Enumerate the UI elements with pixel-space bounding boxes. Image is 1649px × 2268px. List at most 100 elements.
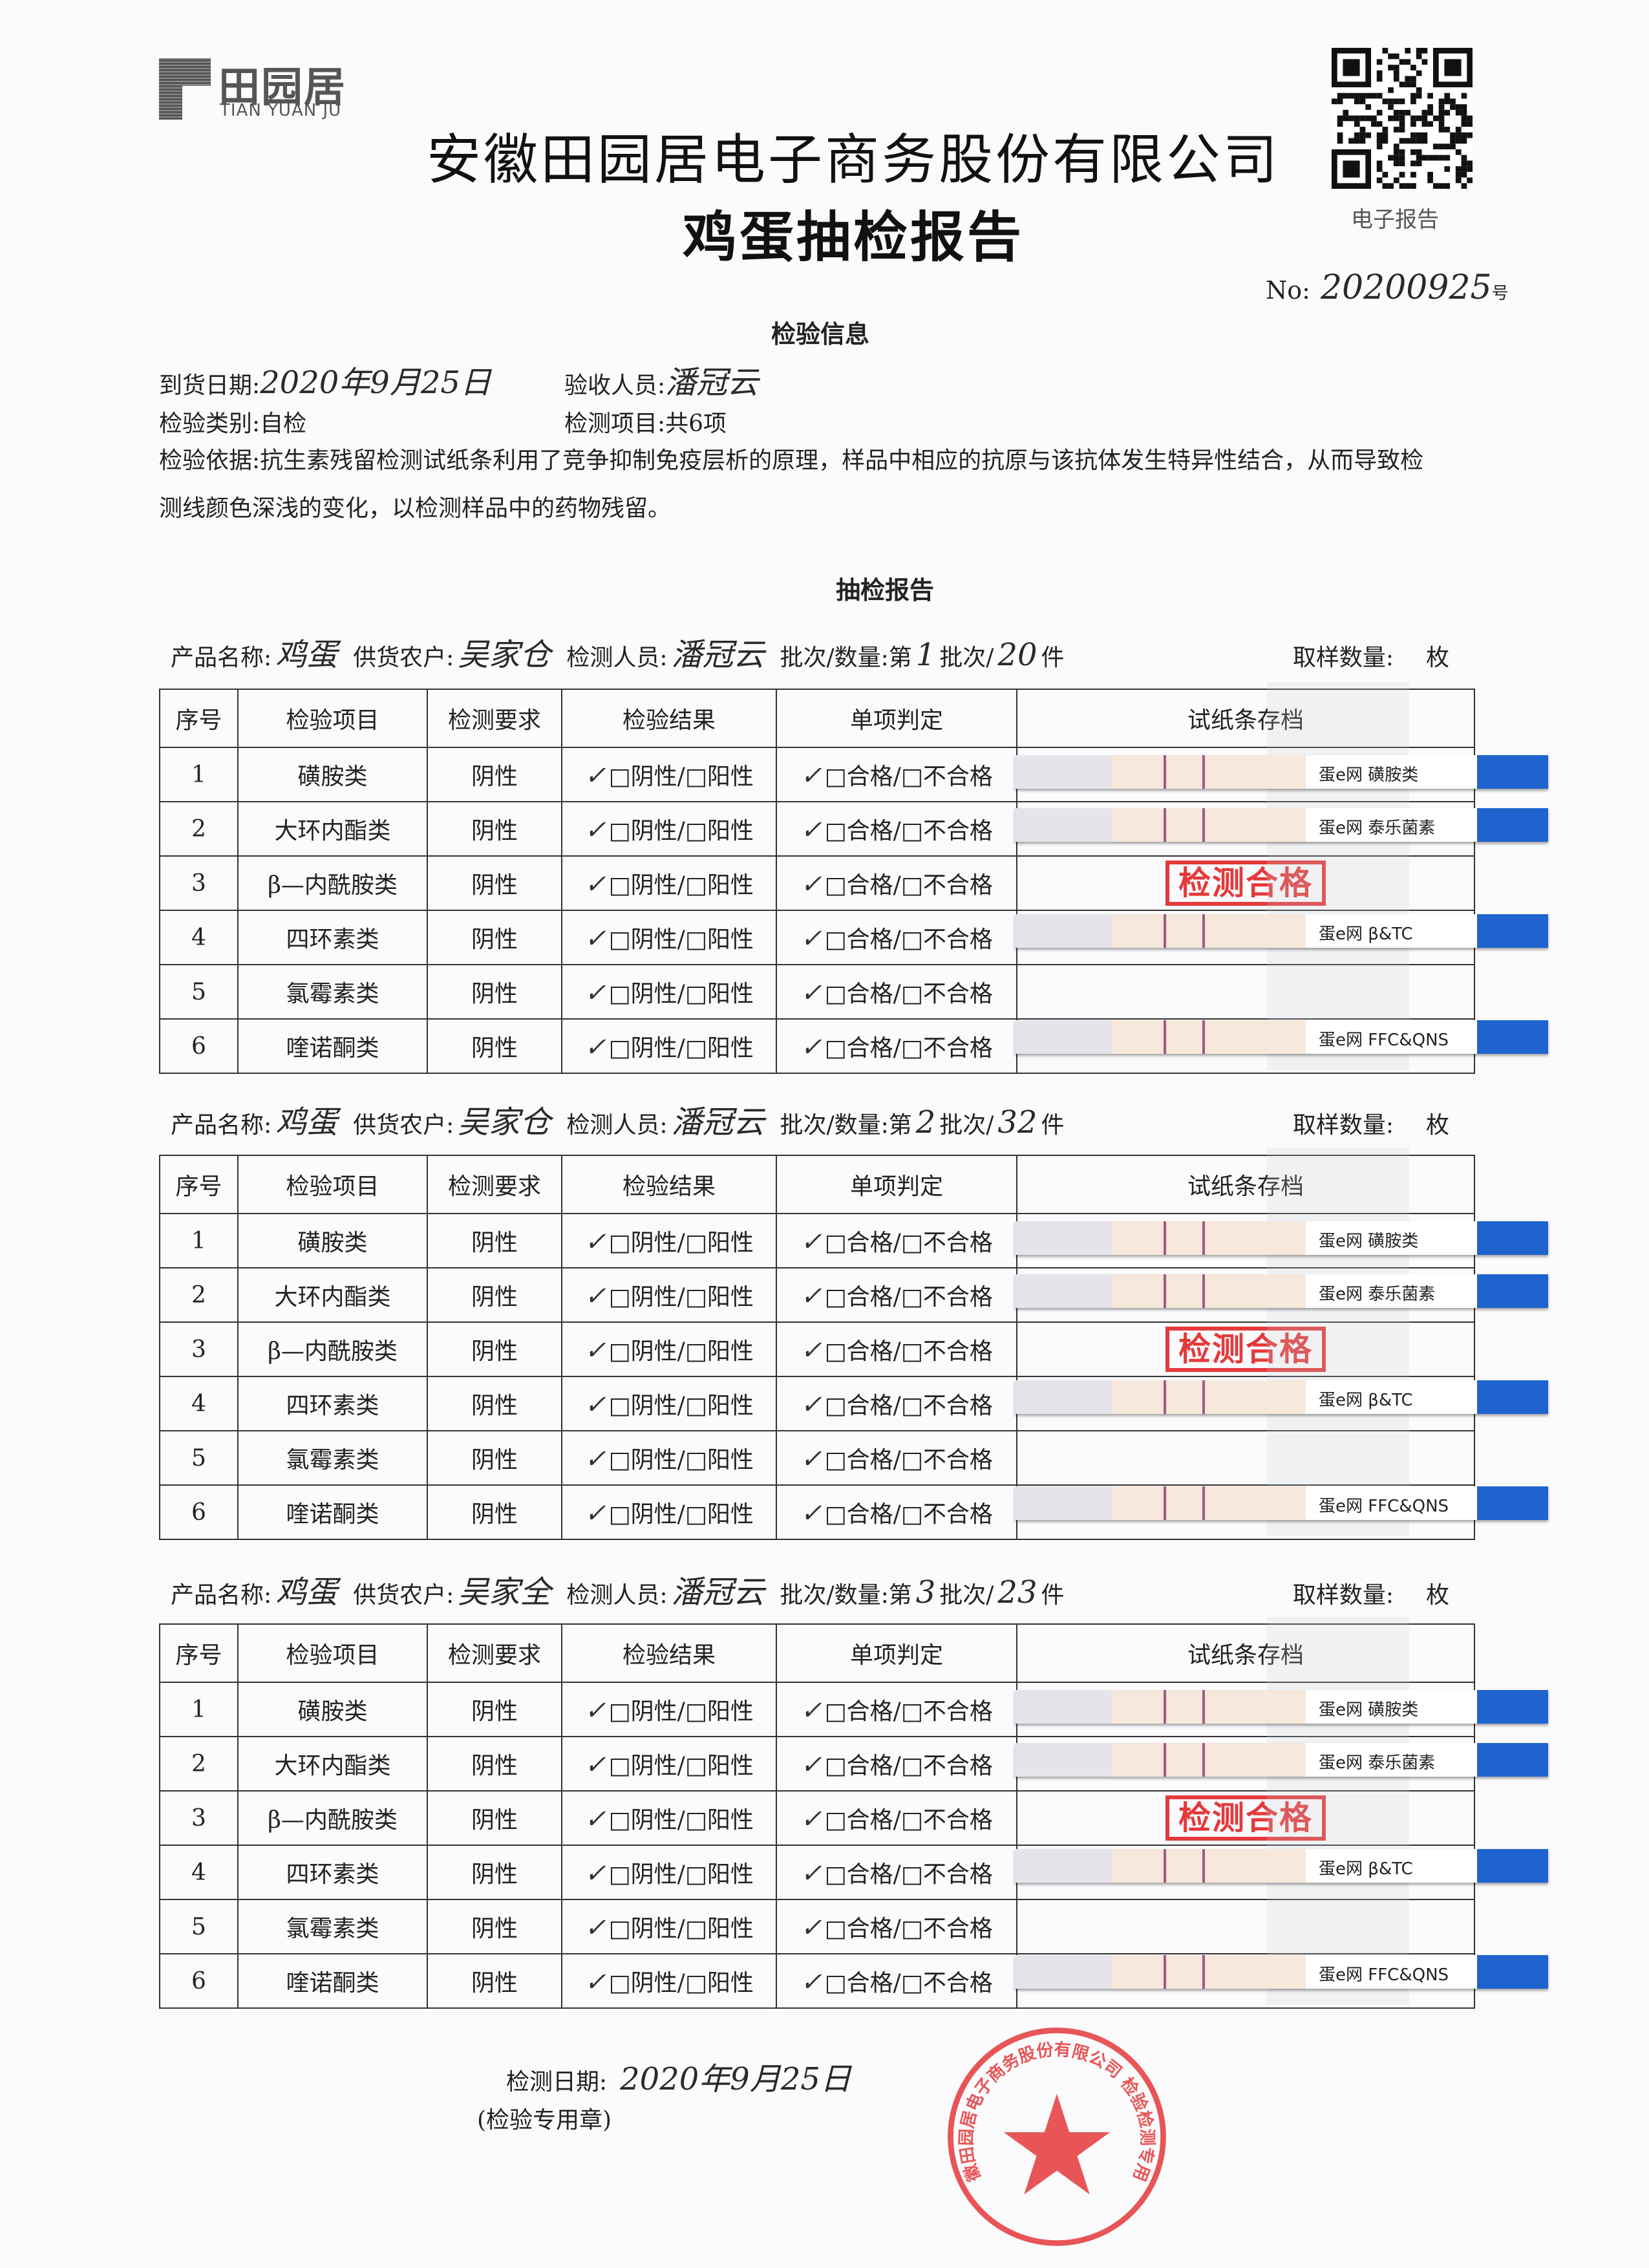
- result-options: □阴性/□阳性: [608, 1393, 754, 1419]
- judgement-options: □合格/□不合格: [824, 1035, 993, 1062]
- test-strip: 蛋e网 β&TC: [1015, 914, 1548, 948]
- judgement-options: □合格/□不合格: [824, 1916, 993, 1942]
- report-number-label: No:: [1266, 276, 1310, 305]
- judgement-checkbox[interactable]: ✓ □合格/□不合格: [776, 1899, 1017, 1954]
- column-header: 检验项目: [237, 1155, 428, 1214]
- judgement-checkbox[interactable]: ✓ □合格/□不合格: [776, 1213, 1017, 1268]
- strip-window: [1112, 1380, 1306, 1414]
- strip-window: [1112, 1955, 1306, 1989]
- test-line: [1202, 1274, 1205, 1308]
- column-header: 试纸条存档: [1016, 1155, 1475, 1214]
- product-value: 鸡蛋: [275, 1104, 338, 1140]
- judgement-checkbox[interactable]: ✓ □合格/□不合格: [776, 1953, 1017, 2009]
- judgement-checkbox[interactable]: ✓ □合格/□不合格: [776, 1845, 1017, 1900]
- supplier-value: 吴家全: [458, 1574, 551, 1610]
- judgement-checkbox[interactable]: ✓ □合格/□不合格: [776, 1736, 1017, 1792]
- test-item: 大环内酯类: [237, 801, 428, 857]
- company-name: 安徽田园居电子商务股份有限公司: [426, 128, 1280, 191]
- result-checkbox[interactable]: ✓ □阴性/□阳性: [561, 964, 777, 1020]
- strip-window: [1112, 808, 1306, 842]
- checkmark-icon: ✓: [800, 978, 822, 1008]
- judgement-checkbox[interactable]: ✓ □合格/□不合格: [776, 1376, 1017, 1431]
- row-number: 5: [159, 1430, 239, 1486]
- strip-archive-cell: 检测合格: [1016, 855, 1475, 911]
- result-checkbox[interactable]: ✓ □阴性/□阳性: [561, 1267, 777, 1323]
- test-line: [1202, 1955, 1205, 1989]
- checkmark-icon: ✓: [800, 1696, 822, 1726]
- strip-window: [1112, 1020, 1306, 1054]
- batch-mid: 批次/: [939, 645, 994, 671]
- judgement-checkbox[interactable]: ✓ □合格/□不合格: [776, 801, 1017, 857]
- strip-label: 蛋e网 磺胺类: [1319, 765, 1419, 785]
- strip-pad: [1015, 1955, 1112, 1989]
- qr-code-icon[interactable]: [1331, 48, 1473, 189]
- strip-pad: [1015, 914, 1112, 948]
- test-item: 喹诺酮类: [237, 1018, 428, 1074]
- result-checkbox[interactable]: ✓ □阴性/□阳性: [561, 1430, 777, 1486]
- checkmark-icon: ✓: [584, 1859, 606, 1888]
- batch-unit: 件: [1041, 1582, 1065, 1609]
- judgement-checkbox[interactable]: ✓ □合格/□不合格: [776, 964, 1017, 1020]
- info-section-title: 检验信息: [771, 319, 869, 348]
- strip-archive-cell: 检测合格: [1016, 1321, 1475, 1377]
- checkmark-icon: ✓: [584, 1750, 606, 1780]
- row-number: 1: [159, 1213, 239, 1268]
- judgement-checkbox[interactable]: ✓ □合格/□不合格: [776, 1484, 1017, 1540]
- test-line: [1202, 1743, 1205, 1777]
- column-header: 单项判定: [776, 1623, 1017, 1683]
- product-label: 产品名称:: [171, 645, 272, 671]
- official-seal: 安徽田园居电子商务股份有限公司 检验检测专用章: [944, 2024, 1166, 2246]
- column-header: 序号: [159, 1623, 239, 1683]
- strip-handle: [1477, 1955, 1548, 1989]
- supplier-label: 供货农户:: [353, 645, 454, 671]
- judgement-checkbox[interactable]: ✓ □合格/□不合格: [776, 1682, 1017, 1737]
- test-date-value: 2020年9月25日: [620, 2061, 851, 2097]
- column-header: 试纸条存档: [1016, 1623, 1475, 1683]
- strip-handle: [1477, 914, 1548, 948]
- judgement-checkbox[interactable]: ✓ □合格/□不合格: [776, 910, 1017, 965]
- batch-number: 3: [915, 1574, 936, 1610]
- judgement-options: □合格/□不合格: [824, 818, 993, 844]
- row-number: 3: [159, 1321, 239, 1377]
- judgement-checkbox[interactable]: ✓ □合格/□不合格: [776, 1321, 1017, 1377]
- judgement-checkbox[interactable]: ✓ □合格/□不合格: [776, 1267, 1017, 1323]
- result-checkbox[interactable]: ✓ □阴性/□阳性: [561, 855, 777, 911]
- result-checkbox[interactable]: ✓ □阴性/□阳性: [561, 1682, 777, 1737]
- items-label: 检测项目:: [564, 411, 666, 437]
- result-checkbox[interactable]: ✓ □阴性/□阳性: [561, 1953, 777, 2009]
- checkmark-icon: ✓: [800, 815, 822, 845]
- strip-pad: [1015, 808, 1112, 842]
- strip-window: [1112, 1274, 1306, 1308]
- test-item: 四环素类: [237, 1376, 428, 1431]
- row-number: 5: [159, 1899, 239, 1954]
- result-checkbox[interactable]: ✓ □阴性/□阳性: [561, 910, 777, 965]
- result-checkbox[interactable]: ✓ □阴性/□阳性: [561, 1899, 777, 1954]
- sample-count: 取样数量: 枚: [1293, 639, 1475, 672]
- test-item: 磺胺类: [237, 1213, 428, 1268]
- judgement-checkbox[interactable]: ✓ □合格/□不合格: [776, 747, 1017, 802]
- result-checkbox[interactable]: ✓ □阴性/□阳性: [561, 1484, 777, 1540]
- result-checkbox[interactable]: ✓ □阴性/□阳性: [561, 1213, 777, 1268]
- result-checkbox[interactable]: ✓ □阴性/□阳性: [561, 1321, 777, 1377]
- checkmark-icon: ✓: [584, 1032, 606, 1062]
- judgement-checkbox[interactable]: ✓ □合格/□不合格: [776, 1430, 1017, 1486]
- supplier-value: 吴家仓: [458, 637, 551, 673]
- strip-label: 蛋e网 磺胺类: [1319, 1700, 1419, 1720]
- batch-quantity: 23: [997, 1574, 1037, 1610]
- result-checkbox[interactable]: ✓ □阴性/□阳性: [561, 1790, 777, 1846]
- judgement-checkbox[interactable]: ✓ □合格/□不合格: [776, 1790, 1017, 1846]
- result-checkbox[interactable]: ✓ □阴性/□阳性: [561, 1018, 777, 1074]
- result-checkbox[interactable]: ✓ □阴性/□阳性: [561, 801, 777, 857]
- judgement-checkbox[interactable]: ✓ □合格/□不合格: [776, 1018, 1017, 1074]
- result-checkbox[interactable]: ✓ □阴性/□阳性: [561, 1736, 777, 1792]
- strip-handle: [1477, 808, 1548, 842]
- checkmark-icon: ✓: [800, 761, 822, 791]
- judgement-checkbox[interactable]: ✓ □合格/□不合格: [776, 855, 1017, 911]
- result-checkbox[interactable]: ✓ □阴性/□阳性: [561, 747, 777, 802]
- requirement: 阴性: [427, 1953, 562, 2009]
- result-checkbox[interactable]: ✓ □阴性/□阳性: [561, 1376, 777, 1431]
- logo-text-cn: 田园居: [218, 64, 346, 112]
- result-checkbox[interactable]: ✓ □阴性/□阳性: [561, 1845, 777, 1900]
- test-line: [1202, 1380, 1205, 1414]
- requirement: 阴性: [427, 747, 562, 802]
